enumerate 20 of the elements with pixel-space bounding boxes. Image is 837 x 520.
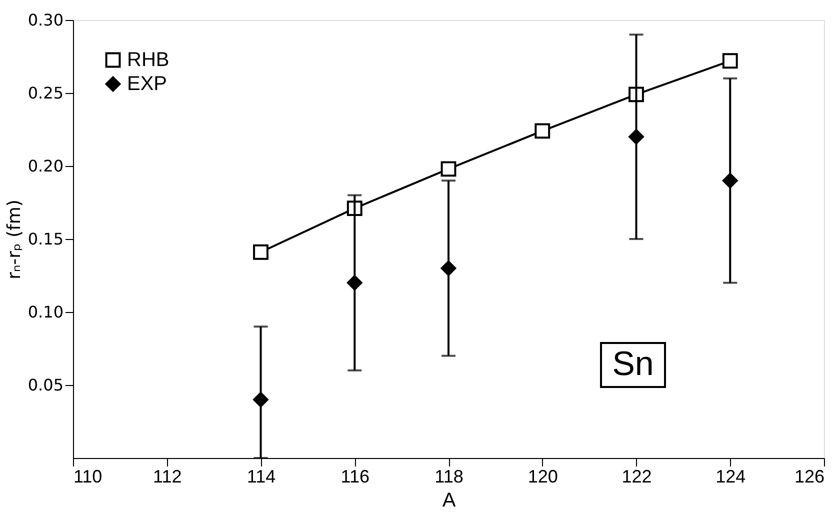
x-tick-label: 122 xyxy=(622,466,652,486)
x-tick-label: 124 xyxy=(716,466,746,486)
x-tick-label: 126 xyxy=(794,466,824,486)
x-tick-label: 114 xyxy=(246,466,276,486)
annotation: Sn xyxy=(612,345,654,383)
legend-label: RHB xyxy=(127,49,170,71)
y-tick-label: 0.15 xyxy=(28,230,64,248)
x-tick-label: 116 xyxy=(340,466,370,486)
x-tick-label: 120 xyxy=(528,466,558,486)
x-tick-label: 112 xyxy=(153,466,182,486)
y-tick-label: 0.30 xyxy=(28,10,64,30)
y-axis-title: rₙ-rₚ (fm) xyxy=(4,200,25,280)
legend-label: EXP xyxy=(127,73,168,95)
y-tick-label: 0.20 xyxy=(28,156,64,176)
y-tick-label: 0.05 xyxy=(28,376,64,394)
y-tick-label: 0.10 xyxy=(28,302,64,322)
y-tick-label: 0.25 xyxy=(28,84,64,102)
x-axis-title: A xyxy=(442,490,456,512)
x-tick-label: 110 xyxy=(74,466,102,486)
x-tick-label: 118 xyxy=(434,466,464,486)
